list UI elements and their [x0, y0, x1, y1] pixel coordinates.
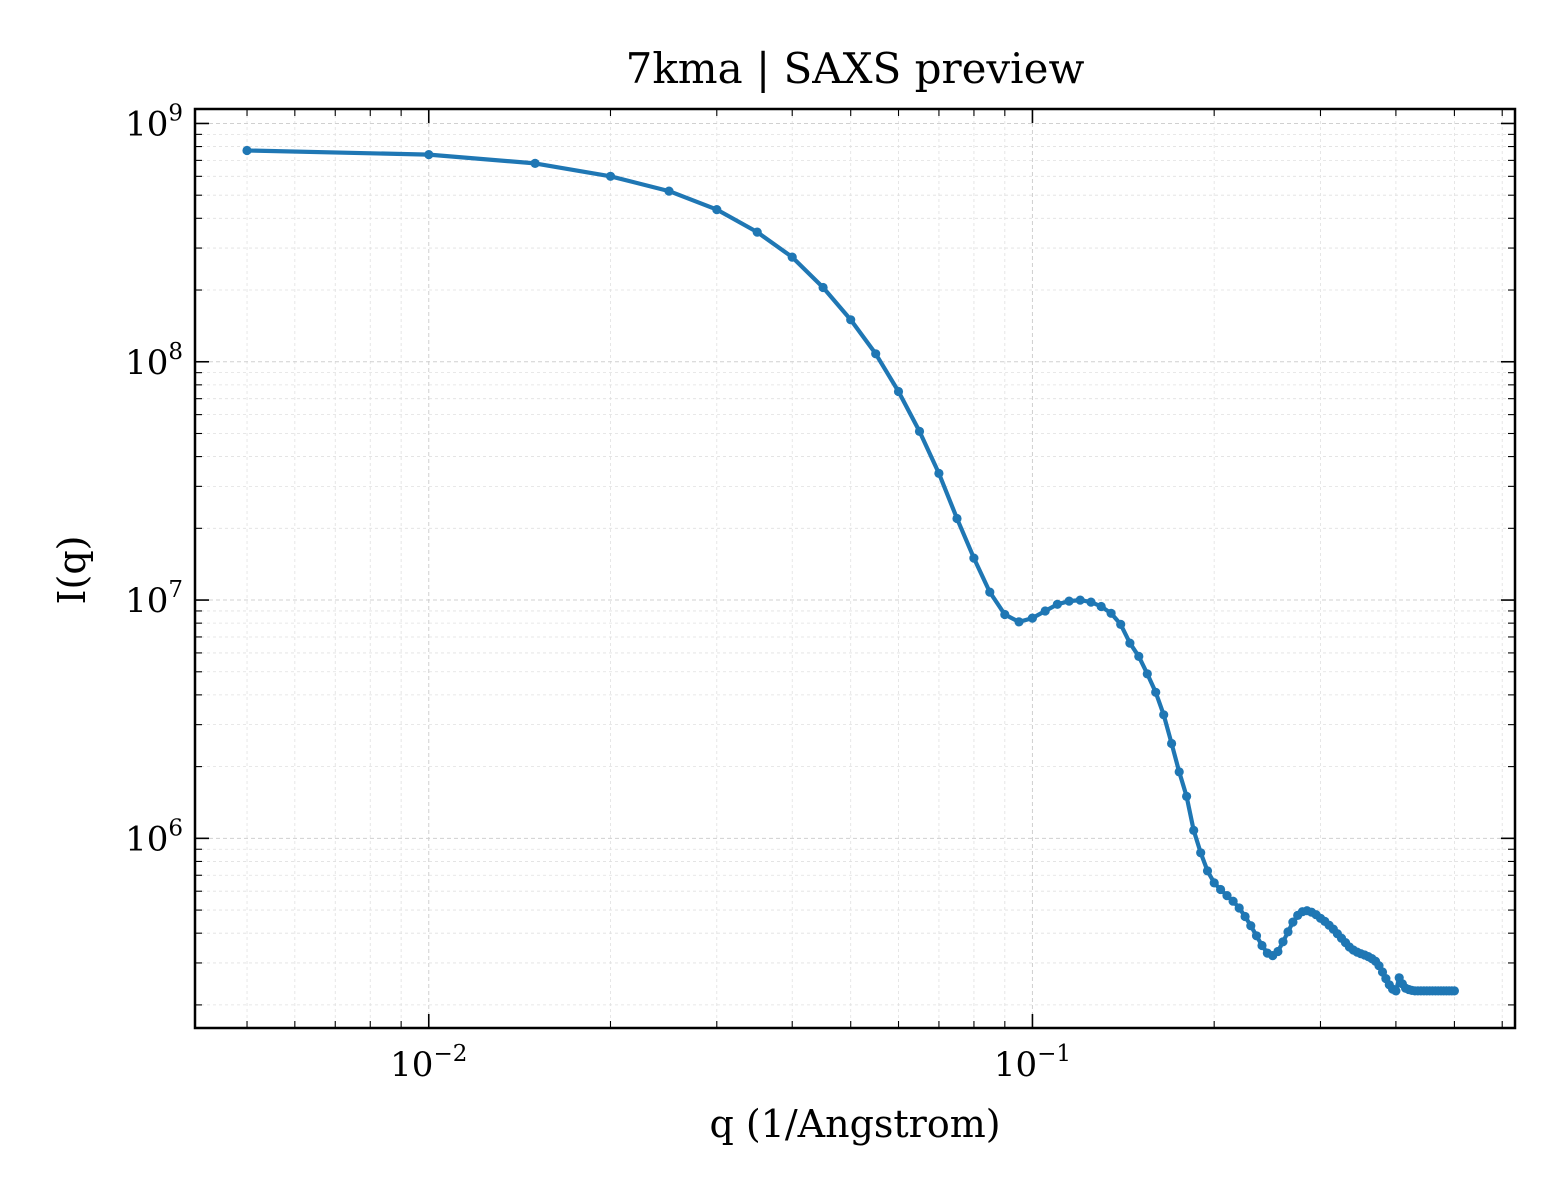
data-point — [1222, 891, 1232, 901]
x-tick-label: 10−2 — [390, 1041, 467, 1085]
data-point — [1014, 617, 1024, 627]
y-axis-label: I(q) — [50, 536, 94, 605]
data-point — [1116, 619, 1126, 630]
data-point — [1216, 884, 1226, 895]
data-point — [1257, 940, 1267, 951]
data-point — [664, 186, 674, 196]
data-point — [1167, 738, 1177, 749]
data-point — [1278, 937, 1288, 947]
data-point — [1159, 710, 1169, 720]
data-point — [952, 513, 962, 524]
data-point — [1027, 613, 1037, 623]
data-point — [787, 252, 797, 262]
y-tick-label: 106 — [125, 815, 183, 859]
data-point — [1189, 825, 1199, 836]
data-point — [1240, 911, 1250, 922]
data-point — [1151, 687, 1161, 697]
data-point — [985, 587, 995, 597]
data-point — [1000, 609, 1010, 620]
data-point — [1174, 767, 1184, 777]
data-point — [605, 171, 616, 181]
data-point — [1288, 917, 1298, 927]
data-point — [530, 158, 540, 168]
data-point — [242, 145, 252, 156]
data-point — [914, 426, 925, 436]
data-point — [752, 227, 762, 237]
grid — [195, 109, 1515, 1028]
data-point — [712, 205, 722, 215]
data-point — [1246, 921, 1256, 931]
plot-frame — [193, 107, 1517, 1030]
data-point — [1283, 927, 1293, 937]
data-point — [424, 150, 434, 160]
data-point — [1182, 791, 1192, 802]
data-point — [1228, 896, 1238, 906]
data-point — [818, 282, 828, 293]
y-tick-label: 109 — [125, 100, 183, 144]
data-point — [969, 553, 979, 563]
chart-title: 7kma | SAXS preview — [626, 44, 1085, 93]
data-point — [1052, 599, 1062, 609]
data-point — [1449, 986, 1459, 996]
data-point — [1196, 848, 1206, 858]
data-point — [1202, 866, 1213, 876]
data-point — [893, 386, 904, 397]
series-layer — [242, 145, 1459, 996]
x-tick-label: 10−1 — [994, 1041, 1071, 1085]
data-point — [1096, 601, 1106, 612]
data-point — [1273, 946, 1283, 957]
x-axis-label: q (1/Angstrom) — [709, 1102, 1000, 1146]
data-point — [1234, 903, 1244, 913]
data-point — [1391, 986, 1401, 996]
data-point — [1251, 931, 1262, 941]
data-point — [1142, 669, 1152, 679]
data-point — [1209, 878, 1219, 888]
data-point — [871, 349, 881, 359]
data-point — [1106, 608, 1116, 618]
data-point — [1134, 651, 1144, 662]
y-tick-label: 107 — [125, 577, 183, 621]
data-point — [1125, 638, 1135, 648]
data-point — [1086, 597, 1096, 607]
data-point — [846, 315, 856, 325]
data-point — [1075, 595, 1085, 605]
data-point — [934, 468, 944, 478]
data-point — [1040, 606, 1050, 616]
data-point — [1064, 596, 1074, 606]
y-tick-label: 108 — [125, 339, 183, 383]
